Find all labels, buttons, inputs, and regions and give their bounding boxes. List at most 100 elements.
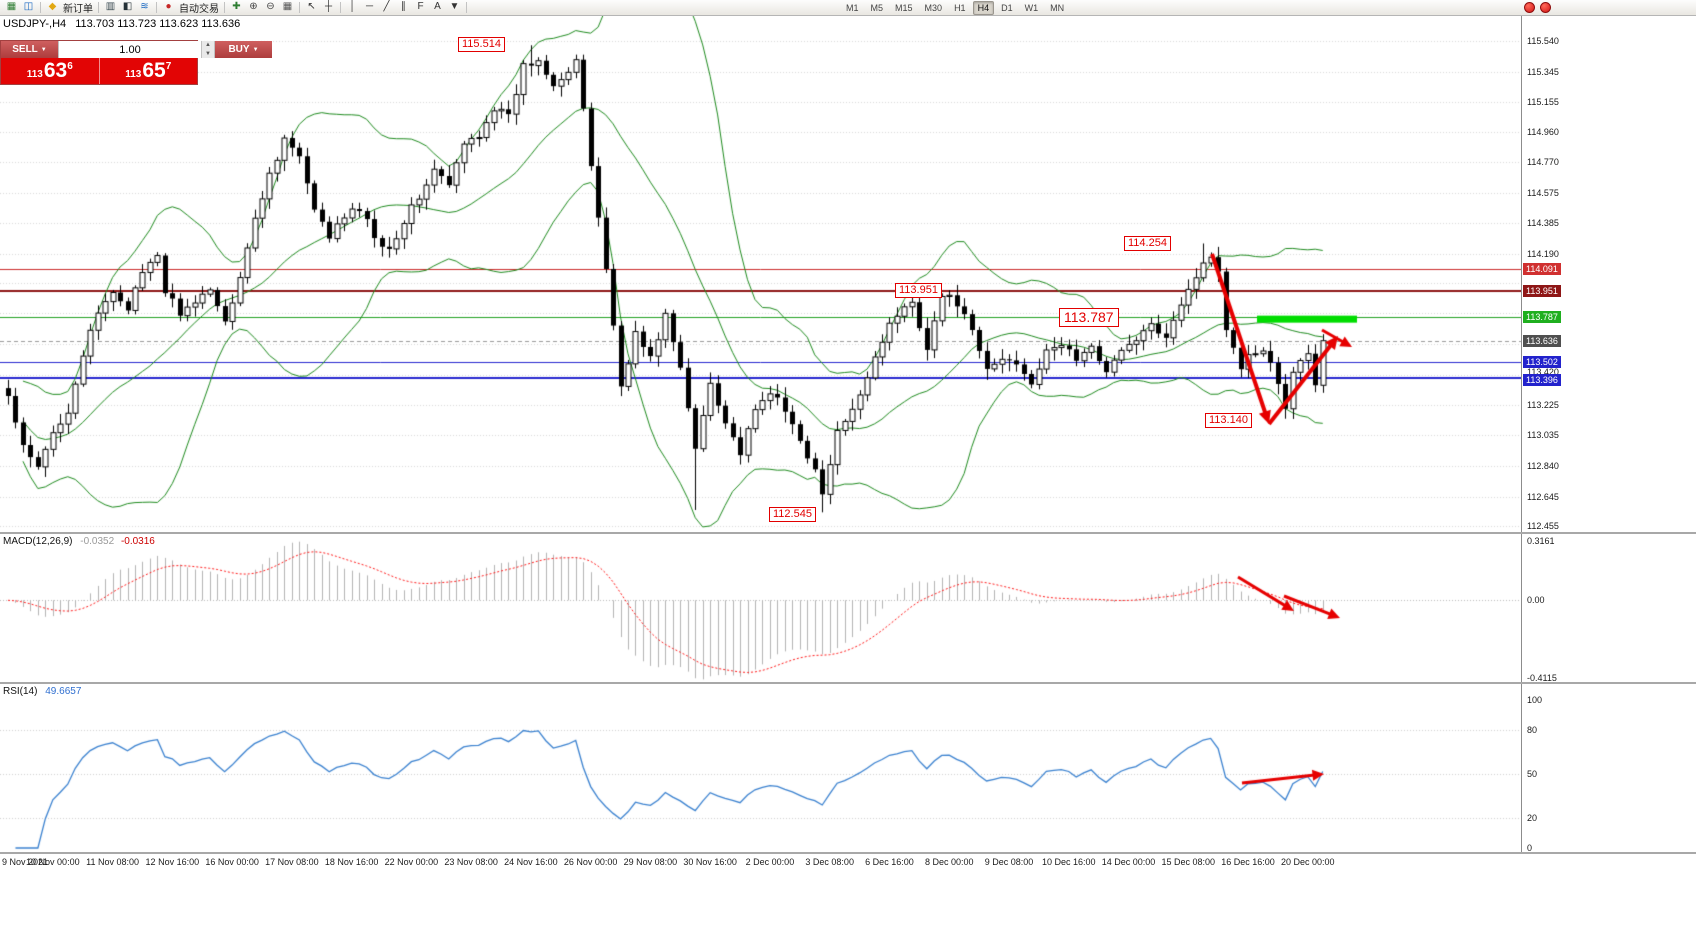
- zoom-in-icon[interactable]: ⊕: [249, 1, 258, 12]
- price-tick: 114.960: [1527, 127, 1559, 138]
- fibonacci-icon[interactable]: F: [417, 1, 424, 12]
- cursor-icon[interactable]: ↖: [307, 1, 316, 12]
- time-label: 16 Dec 16:00: [1221, 857, 1275, 867]
- time-label: 10 Dec 16:00: [1041, 857, 1096, 867]
- macd-panel-canvas[interactable]: [0, 534, 1521, 682]
- price-tick: 114.190: [1527, 248, 1559, 259]
- auto-trading-button[interactable]: 自动交易: [179, 4, 219, 15]
- new-order-button[interactable]: 新订单: [63, 4, 93, 15]
- bar-chart-icon[interactable]: ▥: [105, 1, 116, 12]
- time-label: 23 Nov 08:00: [444, 857, 498, 867]
- price-tick: 114.385: [1527, 217, 1559, 228]
- price-tick: 115.540: [1527, 36, 1559, 47]
- text-icon[interactable]: A: [434, 1, 441, 12]
- channel-icon[interactable]: ∥: [401, 1, 406, 12]
- macd-tick: 0.3161: [1527, 535, 1555, 546]
- time-label: 16 Nov 00:00: [205, 857, 259, 867]
- time-label: 22 Nov 00:00: [384, 857, 439, 867]
- time-label: 26 Nov 00:00: [563, 857, 618, 867]
- volume-control: ▲ ▼: [58, 41, 215, 58]
- price-badge: 113.787: [1523, 310, 1561, 323]
- price-tick: 112.645: [1527, 491, 1559, 502]
- time-label: 14 Dec 00:00: [1101, 857, 1156, 867]
- price-badge: 113.396: [1523, 374, 1561, 387]
- line-chart-icon[interactable]: ≋: [140, 1, 149, 12]
- toolbar-gap: [470, 7, 840, 8]
- tile-windows-icon[interactable]: ▦: [282, 1, 293, 12]
- horizontal-line-icon[interactable]: ─: [365, 1, 374, 12]
- time-label: 18 Nov 16:00: [324, 857, 379, 867]
- timeframe-m15[interactable]: M15: [895, 2, 913, 13]
- buy-price-pip: 7: [165, 61, 172, 72]
- trade-controls-row: SELL ▼ ▲ ▼ BUY ▼: [1, 41, 272, 58]
- panel-divider[interactable]: [0, 682, 1696, 684]
- toolbar: ▦ ◫ ◆ 新订单 ▥ ◧ ≋ ● 自动交易 ✚ ⊕ ⊖ ▦ ↖ ┼ │ ─ ╱ ∥ F A ▼ M1 M5 M15 M30 H1 H…: [0, 0, 1696, 16]
- panel-divider[interactable]: [0, 852, 1696, 854]
- price-tick: 114.575: [1527, 187, 1559, 198]
- rsi-panel-canvas[interactable]: [0, 684, 1521, 852]
- chart-profiles-icon[interactable]: ◫: [23, 1, 34, 12]
- trendline-icon[interactable]: ╱: [383, 1, 390, 12]
- price-annotation[interactable]: 113.140: [1205, 413, 1252, 428]
- auto-trading-icon[interactable]: ●: [165, 1, 172, 12]
- price-badge: 113.636: [1523, 334, 1561, 347]
- alert-icon-2[interactable]: [1540, 2, 1551, 13]
- chevron-down-icon: ▼: [252, 46, 259, 53]
- timeframe-d1[interactable]: D1: [1001, 2, 1013, 13]
- sell-price-main: 63: [43, 59, 68, 82]
- sell-price-prefix: 113: [26, 68, 43, 80]
- timeframe-m1[interactable]: M1: [846, 2, 859, 13]
- buy-price[interactable]: 113 65 7: [98, 58, 198, 84]
- volume-down-button[interactable]: ▼: [202, 49, 214, 58]
- time-label: 6 Dec 16:00: [865, 857, 914, 867]
- vertical-line-icon[interactable]: │: [349, 1, 356, 12]
- crosshair-icon[interactable]: ┼: [324, 1, 333, 12]
- candlestick-chart-icon[interactable]: ◧: [122, 1, 133, 12]
- buy-button[interactable]: BUY ▼: [215, 41, 272, 58]
- price-tick: 113.035: [1527, 430, 1559, 441]
- macd-signal-value: -0.0316: [120, 536, 155, 547]
- time-label: 9 Nov 2021: [2, 857, 49, 867]
- time-label: 12 Nov 16:00: [145, 857, 200, 867]
- time-axis[interactable]: 9 Nov 2021 10 Nov 00:00 11 Nov 08:00 12 Nov…: [0, 854, 1696, 938]
- price-tick: 115.155: [1527, 96, 1559, 107]
- time-label: 2 Dec 00:00: [745, 857, 795, 867]
- main-chart-canvas[interactable]: [0, 16, 1521, 532]
- sell-price-pip: 6: [67, 61, 73, 72]
- timeframe-h4[interactable]: H4: [972, 0, 995, 15]
- buy-price-main: 65: [142, 59, 166, 82]
- price-annotation[interactable]: 115.514: [458, 37, 505, 52]
- sell-price[interactable]: 113 63 6: [1, 58, 99, 84]
- new-order-icon[interactable]: ◆: [48, 1, 57, 12]
- price-tick: 113.420: [1527, 366, 1559, 377]
- toolbar-separator: [340, 2, 341, 13]
- price-annotation[interactable]: 113.787: [1059, 308, 1119, 327]
- macd-tick: -0.4115: [1527, 672, 1557, 683]
- timeframe-m5[interactable]: M5: [870, 2, 884, 13]
- panel-divider[interactable]: [0, 532, 1696, 534]
- price-axis[interactable]: 115.540 115.345 115.155 114.960 114.770 114.5…: [1521, 16, 1696, 938]
- timeframe-h1[interactable]: H1: [954, 2, 966, 13]
- toolbar-separator: [224, 2, 225, 13]
- ohlc-values: 113.703 113.723 113.623 113.636: [75, 18, 241, 30]
- price-annotation[interactable]: 113.951: [895, 283, 942, 298]
- indicators-icon[interactable]: ✚: [232, 1, 241, 12]
- timeframe-mn[interactable]: MN: [1050, 2, 1065, 13]
- volume-up-button[interactable]: ▲: [202, 41, 214, 50]
- price-tick: 115.345: [1527, 66, 1559, 77]
- time-label: 17 Nov 08:00: [265, 857, 319, 867]
- rsi-tick: 80: [1527, 724, 1538, 735]
- zoom-out-icon[interactable]: ⊖: [266, 1, 275, 12]
- timeframe-m30[interactable]: M30: [924, 2, 943, 13]
- alert-icon-1[interactable]: [1524, 2, 1535, 13]
- arrows-dropdown-icon[interactable]: ▼: [449, 1, 460, 12]
- toolbar-separator: [156, 2, 157, 13]
- timeframe-w1[interactable]: W1: [1024, 2, 1039, 13]
- volume-input[interactable]: [59, 41, 201, 58]
- new-chart-icon[interactable]: ▦: [6, 1, 17, 12]
- sell-button[interactable]: SELL ▼: [1, 41, 58, 58]
- price-annotation[interactable]: 114.254: [1124, 236, 1171, 251]
- price-annotation[interactable]: 112.545: [769, 507, 816, 522]
- macd-tick: 0.00: [1527, 595, 1545, 606]
- time-label: 15 Dec 08:00: [1161, 857, 1216, 867]
